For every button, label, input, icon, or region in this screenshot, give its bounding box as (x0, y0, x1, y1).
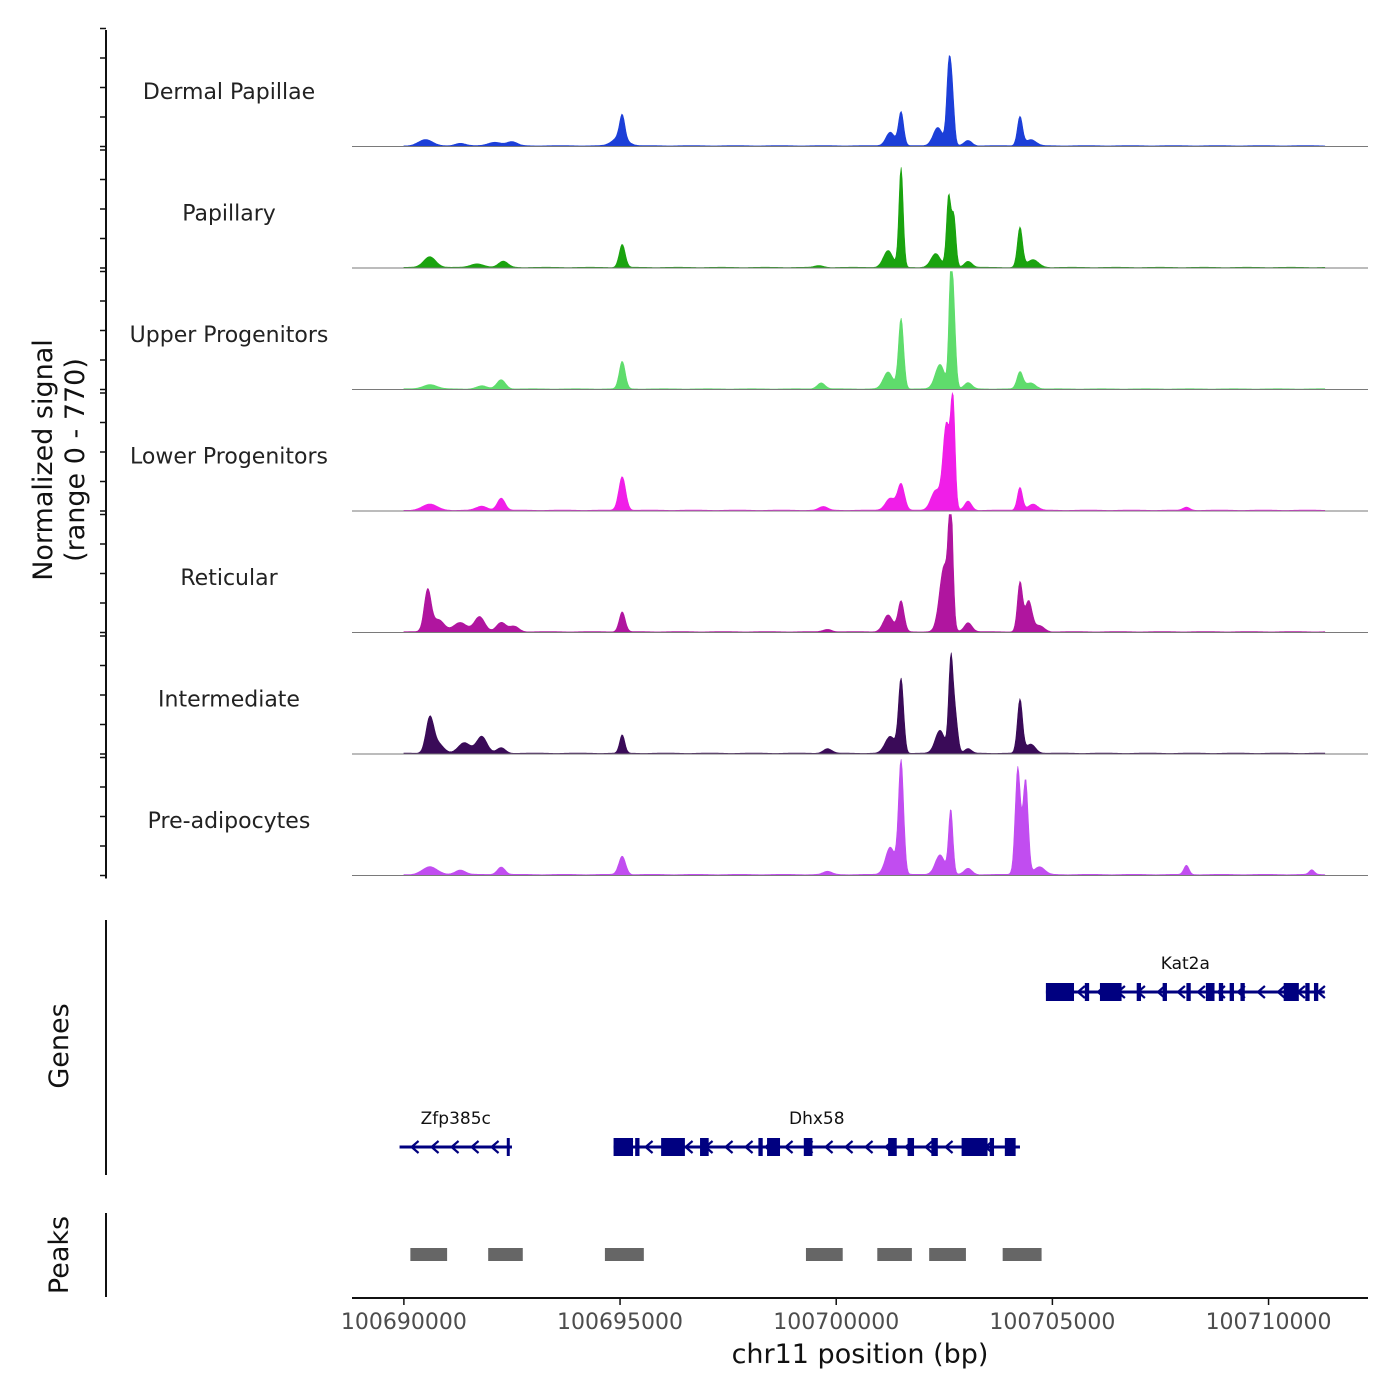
x-tick-label: 100700000 (773, 1310, 899, 1335)
peak-region (877, 1248, 912, 1261)
signal-area (403, 54, 1326, 147)
exon (1218, 983, 1224, 1001)
signal-area (403, 652, 1326, 755)
exon (1283, 983, 1299, 1001)
strand-arrow (409, 1140, 420, 1154)
y-axis-title: Normalized signal (28, 339, 59, 581)
exon (1205, 983, 1215, 1001)
strand-arrow (1156, 985, 1166, 999)
exon (1004, 1138, 1016, 1156)
track-label: Reticular (180, 566, 278, 591)
strand-arrow (923, 1140, 934, 1154)
exon (1045, 983, 1075, 1001)
track-label: Pre-adipocytes (148, 809, 311, 834)
strand-arrow (1256, 985, 1266, 999)
strand-arrow (1276, 985, 1286, 999)
x-tick-label: 100690000 (341, 1310, 467, 1335)
peak-region (604, 1248, 644, 1261)
peak-region (805, 1248, 843, 1261)
exon (907, 1138, 915, 1156)
gene-name: Kat2a (1161, 954, 1210, 974)
strand-arrow (743, 1140, 754, 1154)
strand-arrow (643, 1140, 654, 1154)
strand-arrow (489, 1140, 500, 1154)
exon (1162, 983, 1167, 1001)
strand-arrow (863, 1140, 874, 1154)
strand-arrow (723, 1140, 734, 1154)
peak-region (410, 1248, 448, 1261)
strand-arrow (783, 1140, 794, 1154)
exon (931, 1138, 938, 1156)
strand-arrow (1196, 985, 1206, 999)
strand-arrow (1076, 985, 1086, 999)
exon (1240, 983, 1245, 1001)
track-label: Papillary (182, 202, 276, 227)
exon (989, 1138, 995, 1156)
track-label: Dermal Papillae (143, 80, 315, 105)
exon (1084, 983, 1090, 1001)
strand-arrow (683, 1140, 694, 1154)
exon (661, 1138, 685, 1156)
signal-area (403, 167, 1326, 269)
strand-arrow (469, 1140, 480, 1154)
x-tick-label: 100710000 (1206, 1310, 1332, 1335)
exon (700, 1138, 709, 1156)
peak-region (929, 1248, 966, 1261)
strand-arrow (1176, 985, 1186, 999)
peak-region (1002, 1248, 1042, 1261)
exon (1313, 983, 1319, 1001)
gene-name: Dhx58 (789, 1109, 845, 1129)
exon (613, 1138, 634, 1156)
exon (1136, 983, 1142, 1001)
signal-area (403, 514, 1326, 633)
x-axis-title: chr11 position (bp) (732, 1339, 989, 1370)
exon (758, 1138, 763, 1156)
strand-arrow (843, 1140, 854, 1154)
track-label: Intermediate (158, 688, 300, 713)
y-axis-range: (range 0 - 770) (60, 358, 91, 562)
exon (803, 1138, 813, 1156)
exon (888, 1138, 897, 1156)
exon (961, 1138, 988, 1156)
strand-arrow (449, 1140, 460, 1154)
x-tick-label: 100705000 (989, 1310, 1115, 1335)
signal-area (403, 271, 1326, 390)
exon (1099, 983, 1122, 1001)
track-label: Upper Progenitors (130, 323, 329, 348)
exon (506, 1138, 510, 1156)
signal-area (403, 759, 1326, 876)
strand-arrow (429, 1140, 440, 1154)
exon (635, 1138, 640, 1156)
peak-region (488, 1248, 523, 1261)
strand-arrow (943, 1140, 954, 1154)
track-label: Lower Progenitors (130, 445, 328, 470)
genes-panel-label: Genes (44, 1003, 75, 1088)
exon (1229, 983, 1234, 1001)
gene-name: Zfp385c (421, 1109, 491, 1129)
exon (767, 1138, 781, 1156)
signal-area (403, 391, 1326, 512)
x-tick-label: 100695000 (557, 1310, 683, 1335)
peaks-panel-label: Peaks (44, 1216, 75, 1294)
exon (1186, 983, 1191, 1001)
exon (1305, 983, 1310, 1001)
strand-arrow (823, 1140, 834, 1154)
